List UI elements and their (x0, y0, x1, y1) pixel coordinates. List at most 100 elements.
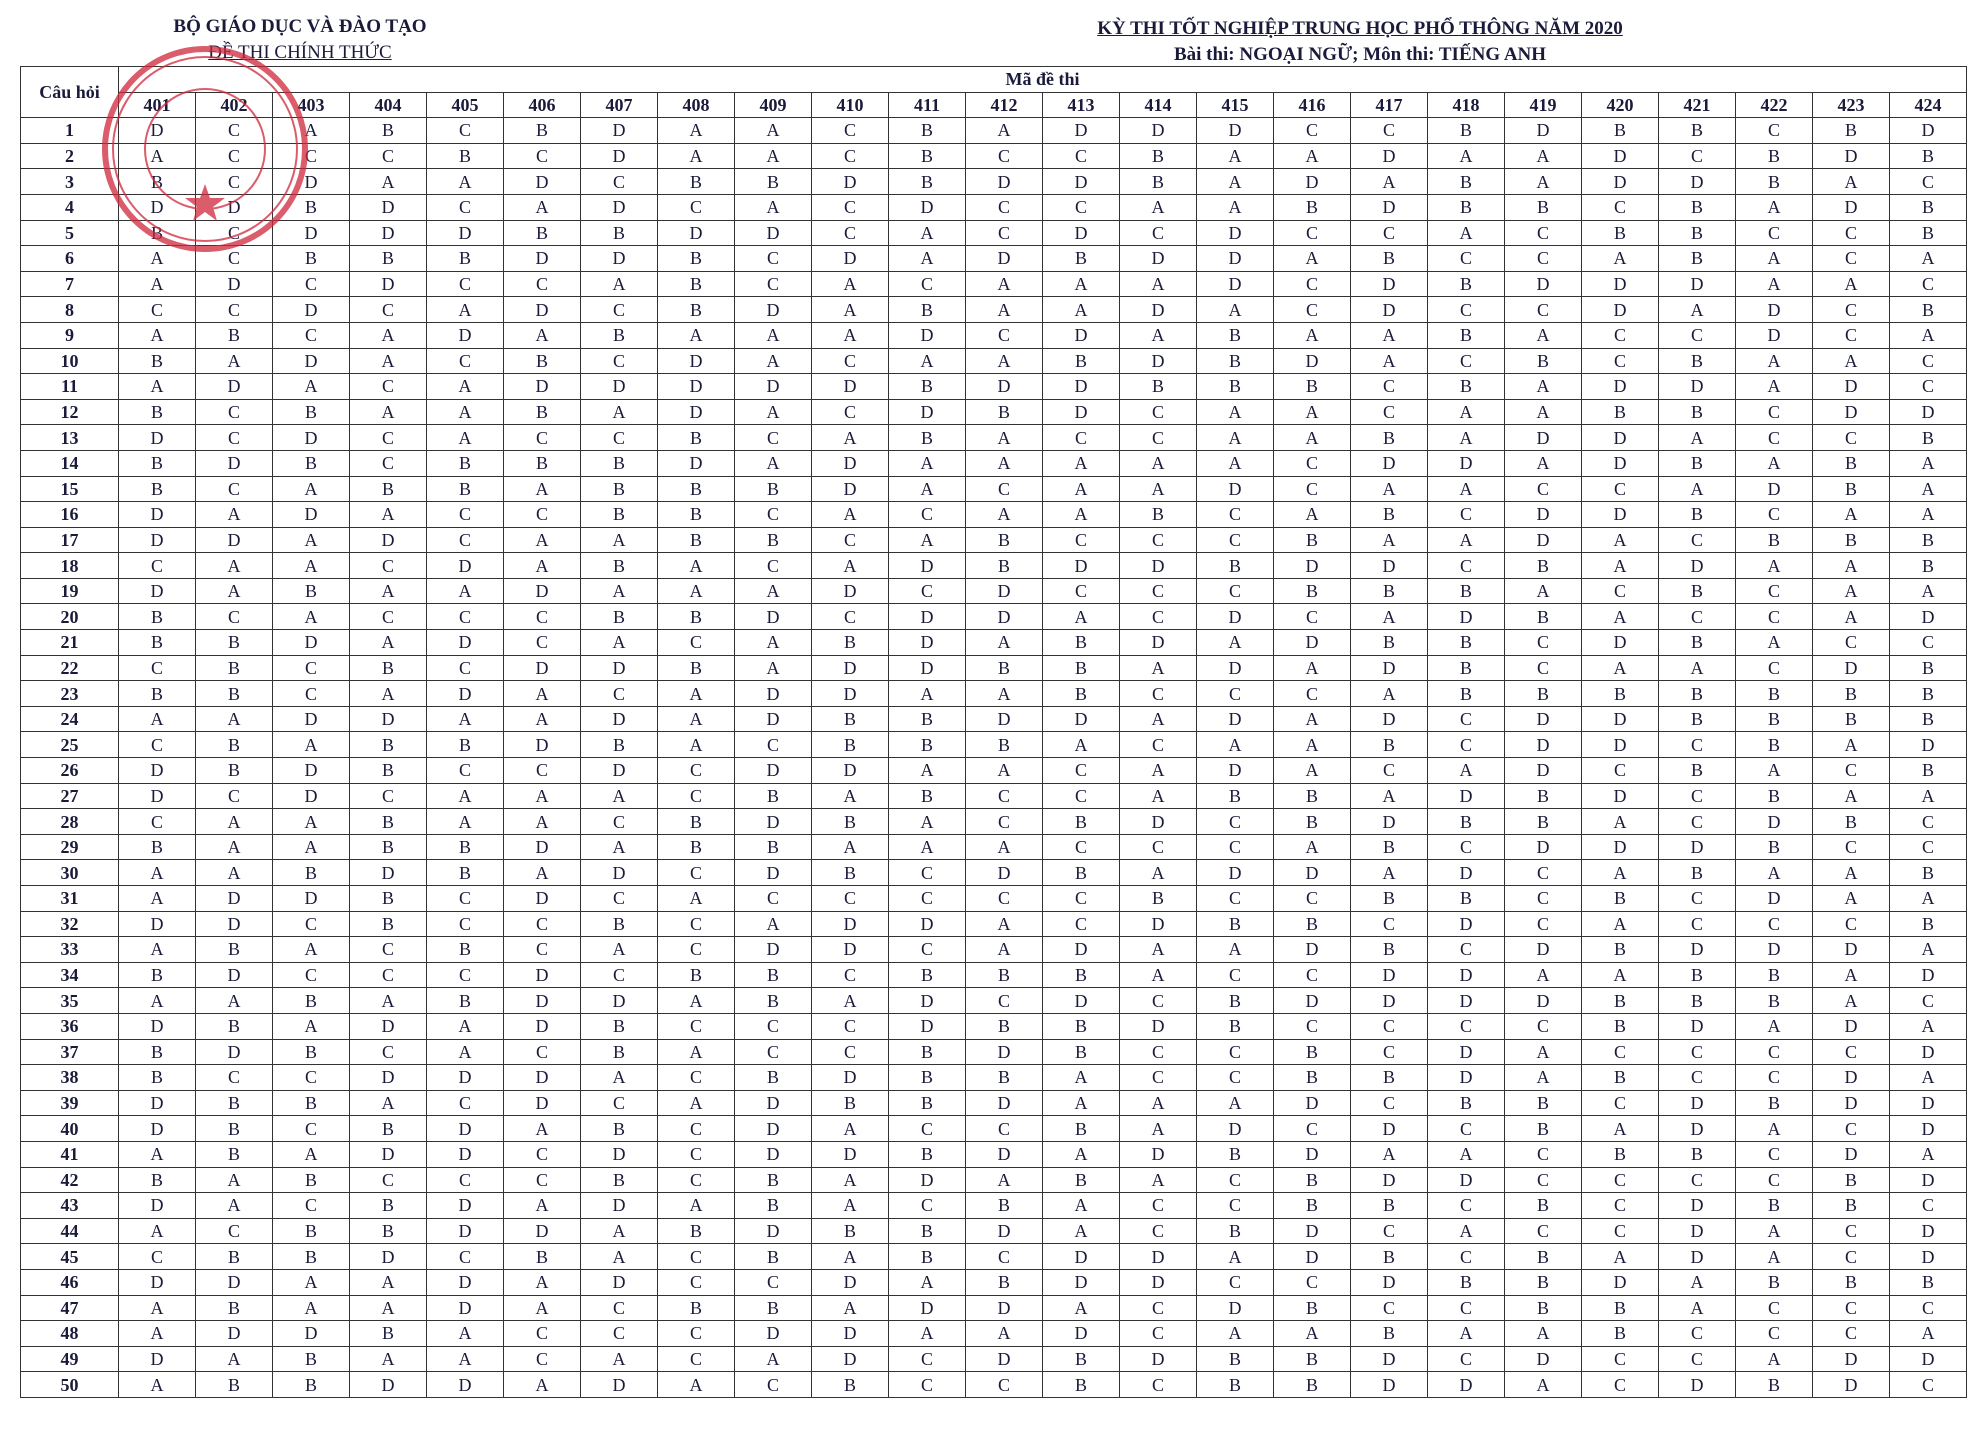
answer-cell: A (195, 552, 273, 579)
table-row: 11 A D A C A D D D D D B D D B B B C B A D D A D C (20, 373, 1967, 400)
question-number: 35 (20, 987, 119, 1014)
answer-cell: B (1735, 1371, 1813, 1398)
answer-cell: A (349, 1345, 427, 1373)
answer-cell: C (1427, 501, 1505, 528)
answer-cell: B (272, 1217, 350, 1245)
answer-cell: A (580, 1217, 658, 1245)
exam-code-header: 418 (1427, 91, 1505, 119)
answer-cell: C (1273, 270, 1351, 298)
answer-cell: C (811, 193, 889, 221)
answer-cell: C (734, 1012, 812, 1040)
question-number: 4 (20, 193, 119, 221)
answer-cell: B (118, 398, 196, 426)
answer-cell: A (503, 680, 581, 707)
answer-cell: B (426, 449, 504, 477)
answer-cell: B (1889, 705, 1967, 733)
table-row: 26 D B D B C C D C D D A A C A D A C A D C B A C B (20, 757, 1967, 784)
answer-cell: A (272, 117, 350, 144)
answer-cell: B (657, 168, 735, 195)
answer-cell: B (580, 1115, 658, 1142)
answer-cell: A (118, 1371, 196, 1398)
answer-cell: D (118, 526, 196, 554)
answer-cell: B (1350, 1243, 1428, 1270)
answer-cell: B (1119, 885, 1197, 912)
answer-cell: B (1889, 859, 1967, 886)
answer-cell: D (965, 859, 1043, 886)
answer-cell: B (503, 219, 581, 247)
table-row: 18 C A A C D A B A C A D B D D B D D C B A D A A B (20, 552, 1967, 579)
answer-cell: A (349, 1294, 427, 1322)
answer-cell: B (965, 1064, 1043, 1091)
answer-cell: D (118, 501, 196, 528)
answer-cell: C (1273, 961, 1351, 989)
answer-cell: D (811, 1320, 889, 1347)
exam-code-header: 408 (657, 91, 735, 119)
answer-cell: C (657, 1320, 735, 1347)
answer-cell: B (1427, 270, 1505, 298)
answer-cell: A (888, 219, 966, 247)
answer-cell: B (888, 117, 966, 144)
answer-cell: C (503, 910, 581, 938)
answer-cell: A (1581, 1243, 1659, 1270)
answer-cell: B (1042, 1012, 1120, 1040)
answer-cell: D (1812, 1140, 1890, 1168)
answer-cell: D (1196, 117, 1274, 144)
answer-cell: A (1812, 961, 1890, 989)
answer-cell: D (118, 782, 196, 810)
answer-cell: B (1119, 168, 1197, 195)
answer-cell: D (734, 1115, 812, 1142)
answer-cell: D (580, 1268, 658, 1296)
answer-cell: C (1119, 1064, 1197, 1091)
answer-cell: C (811, 347, 889, 375)
answer-cell: D (1581, 142, 1659, 170)
table-row: 40 D B C B D A B C D A C C B A D C D C B A D A C D (20, 1115, 1967, 1142)
answer-cell: B (1812, 475, 1890, 503)
answer-cell: A (1889, 936, 1967, 963)
answer-cell: A (888, 1268, 966, 1296)
answer-cell: A (1889, 321, 1967, 349)
answer-cell: A (1504, 168, 1582, 195)
answer-cell: C (580, 424, 658, 451)
answer-cell: B (657, 1294, 735, 1322)
answer-cell: B (1504, 347, 1582, 375)
answer-cell: D (1042, 398, 1120, 426)
question-number: 18 (20, 552, 119, 579)
answer-cell: A (657, 142, 735, 170)
answer-cell: B (734, 1064, 812, 1091)
answer-cell: C (1812, 1217, 1890, 1245)
exam-code-header: 414 (1119, 91, 1197, 119)
answer-cell: D (349, 1064, 427, 1091)
answer-cell: B (1273, 373, 1351, 400)
answer-cell: B (1812, 117, 1890, 144)
question-number: 34 (20, 961, 119, 989)
answer-cell: D (657, 398, 735, 426)
answer-cell: B (1735, 1192, 1813, 1219)
answer-cell: C (1581, 1217, 1659, 1245)
answer-cell: B (657, 501, 735, 528)
answer-cell: D (888, 552, 966, 579)
answer-cell: A (888, 347, 966, 375)
answer-cell: A (1273, 142, 1351, 170)
answer-cell: A (1196, 731, 1274, 759)
answer-cell: C (195, 245, 273, 272)
answer-cell: D (1196, 654, 1274, 682)
answer-cell: B (1427, 629, 1505, 656)
answer-cell: C (1504, 629, 1582, 656)
answer-cell: C (1581, 577, 1659, 605)
answer-cell: C (734, 1268, 812, 1296)
answer-cell: C (1119, 987, 1197, 1014)
answer-cell: D (1119, 117, 1197, 144)
exam-code-header: 403 (272, 91, 350, 119)
answer-cell: C (1504, 654, 1582, 682)
answer-cell: C (965, 1243, 1043, 1270)
answer-cell: D (195, 961, 273, 989)
answer-cell: C (349, 296, 427, 323)
answer-cell: B (1350, 731, 1428, 759)
answer-cell: D (1350, 193, 1428, 221)
answer-cell: B (580, 1038, 658, 1066)
answer-cell: D (503, 1089, 581, 1117)
answer-cell: D (118, 1345, 196, 1373)
answer-cell: D (1350, 1371, 1428, 1398)
answer-cell: D (1196, 757, 1274, 784)
answer-cell: C (118, 1243, 196, 1270)
